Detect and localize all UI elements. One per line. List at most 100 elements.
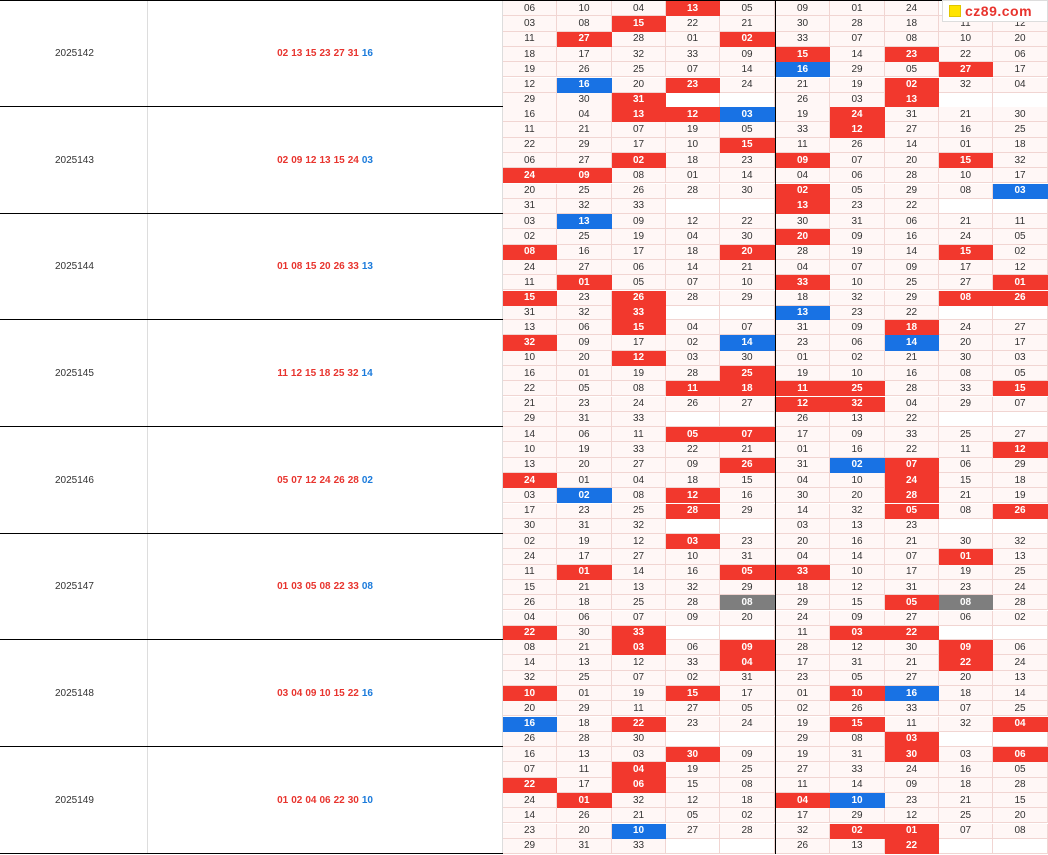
grid-cell: 06 [612, 777, 666, 793]
grid-cell: 02 [830, 823, 885, 839]
grid-cell [939, 518, 993, 534]
grid-cell: 18 [776, 579, 830, 596]
grid-cell: 05 [993, 365, 1048, 382]
grid-cell: 03 [776, 518, 830, 534]
grid-cell: 32 [776, 823, 830, 839]
grid-cell: 27 [666, 823, 720, 839]
grid-cell: 15 [939, 244, 993, 260]
grid-cell: 23 [885, 46, 939, 63]
grid-cell: 15 [612, 16, 666, 32]
grid-cell: 03 [939, 747, 993, 763]
grid-cell: 26 [993, 503, 1048, 519]
grid-cell: 10 [666, 549, 720, 565]
grid-cell [939, 625, 993, 640]
grid-cell: 20 [557, 350, 612, 366]
grid-cell: 27 [885, 610, 939, 626]
grid-cell: 24 [503, 792, 557, 809]
grid-cell: 26 [557, 62, 612, 78]
grid-cell: 20 [776, 534, 830, 550]
grid-cell: 09 [612, 214, 666, 230]
red-ball: 25 [333, 367, 345, 379]
grid-cell: 06 [666, 640, 720, 656]
grid-cell [993, 731, 1048, 747]
grid-cell: 30 [612, 731, 666, 747]
grid-cell: 21 [939, 107, 993, 123]
grid-cell: 27 [885, 122, 939, 138]
grid-cell: 21 [939, 488, 993, 504]
grid-cell: 25 [612, 503, 666, 519]
grid-cell: 21 [885, 534, 939, 550]
grid-cell: 17 [776, 655, 830, 671]
grid-cell: 12 [666, 792, 720, 809]
grid-cell [993, 198, 1048, 214]
grid-cell: 33 [830, 762, 885, 778]
grid-cell: 24 [830, 107, 885, 123]
grid-cell: 06 [993, 747, 1048, 763]
grid-cell: 32 [939, 716, 993, 732]
red-ball: 02 [291, 794, 303, 806]
grid-cell: 24 [885, 472, 939, 489]
grid-cell: 08 [830, 731, 885, 747]
grid-cell: 23 [557, 290, 612, 306]
grid-cell: 20 [612, 77, 666, 93]
grid-cell: 06 [993, 640, 1048, 656]
grid-cell: 24 [885, 762, 939, 778]
grid-cell: 27 [557, 152, 612, 169]
grid-cell: 06 [557, 610, 612, 626]
grid-cell [939, 411, 993, 427]
grid-cell: 12 [612, 534, 666, 550]
grid-cell: 14 [885, 137, 939, 153]
red-ball: 33 [347, 581, 359, 592]
grid-divider [775, 747, 776, 853]
grid-cell: 02 [503, 229, 557, 245]
grid-cell: 27 [720, 396, 775, 412]
grid-cell: 30 [993, 107, 1048, 123]
grid-cell: 03 [885, 731, 939, 747]
grid-cell: 33 [612, 198, 666, 214]
grid-cell: 24 [939, 320, 993, 336]
grid-cell: 13 [557, 655, 612, 671]
grid-cell: 03 [993, 350, 1048, 366]
grid-cell: 31 [557, 838, 612, 854]
grid-cell: 12 [830, 640, 885, 656]
grid-cell: 32 [612, 46, 666, 63]
issue-number: 2025142 [0, 1, 148, 106]
grid-cell: 05 [993, 229, 1048, 245]
grid-cell: 22 [885, 198, 939, 214]
grid-cell: 13 [557, 747, 612, 763]
grid-cell: 27 [993, 427, 1048, 443]
grid-cell: 32 [830, 503, 885, 519]
grid-cell: 31 [830, 747, 885, 763]
grid-cell: 06 [993, 46, 1048, 63]
grid-cell: 31 [612, 92, 666, 108]
grid-cell: 07 [666, 275, 720, 291]
grid-cell: 16 [776, 62, 830, 78]
red-ball: 10 [319, 687, 331, 699]
issue-number: 2025145 [0, 320, 148, 426]
grid-cell: 17 [612, 335, 666, 351]
grid-cell: 04 [885, 396, 939, 412]
grid-cell: 16 [557, 244, 612, 260]
grid-cell: 17 [993, 62, 1048, 78]
site-logo[interactable]: cz89.com [942, 0, 1048, 22]
grid-cell: 10 [830, 792, 885, 809]
grid-cell: 13 [830, 838, 885, 854]
number-grid: 16 04 13 12 03 11 21 07 19 05 22 29 17 10 15 06 27 02 18 23… [503, 107, 1048, 214]
grid-cell: 11 [666, 381, 720, 397]
grid-cell: 28 [885, 168, 939, 184]
grid-cell [666, 838, 720, 854]
grid-cell: 33 [612, 411, 666, 427]
grid-cell: 04 [776, 168, 830, 184]
grid-cell [720, 305, 775, 320]
grid-cell: 20 [939, 335, 993, 351]
grid-cell: 03 [503, 16, 557, 32]
draw-numbers: 01 08 15 20 26 33 13 [148, 214, 503, 319]
grid-cell: 07 [612, 670, 666, 686]
grid-cell: 33 [612, 838, 666, 854]
grid-cell: 05 [557, 381, 612, 397]
grid-cell: 01 [557, 365, 612, 382]
grid-cell: 19 [612, 229, 666, 245]
grid-cell: 13 [885, 92, 939, 108]
grid-cell: 10 [557, 1, 612, 17]
grid-cell: 17 [557, 777, 612, 793]
